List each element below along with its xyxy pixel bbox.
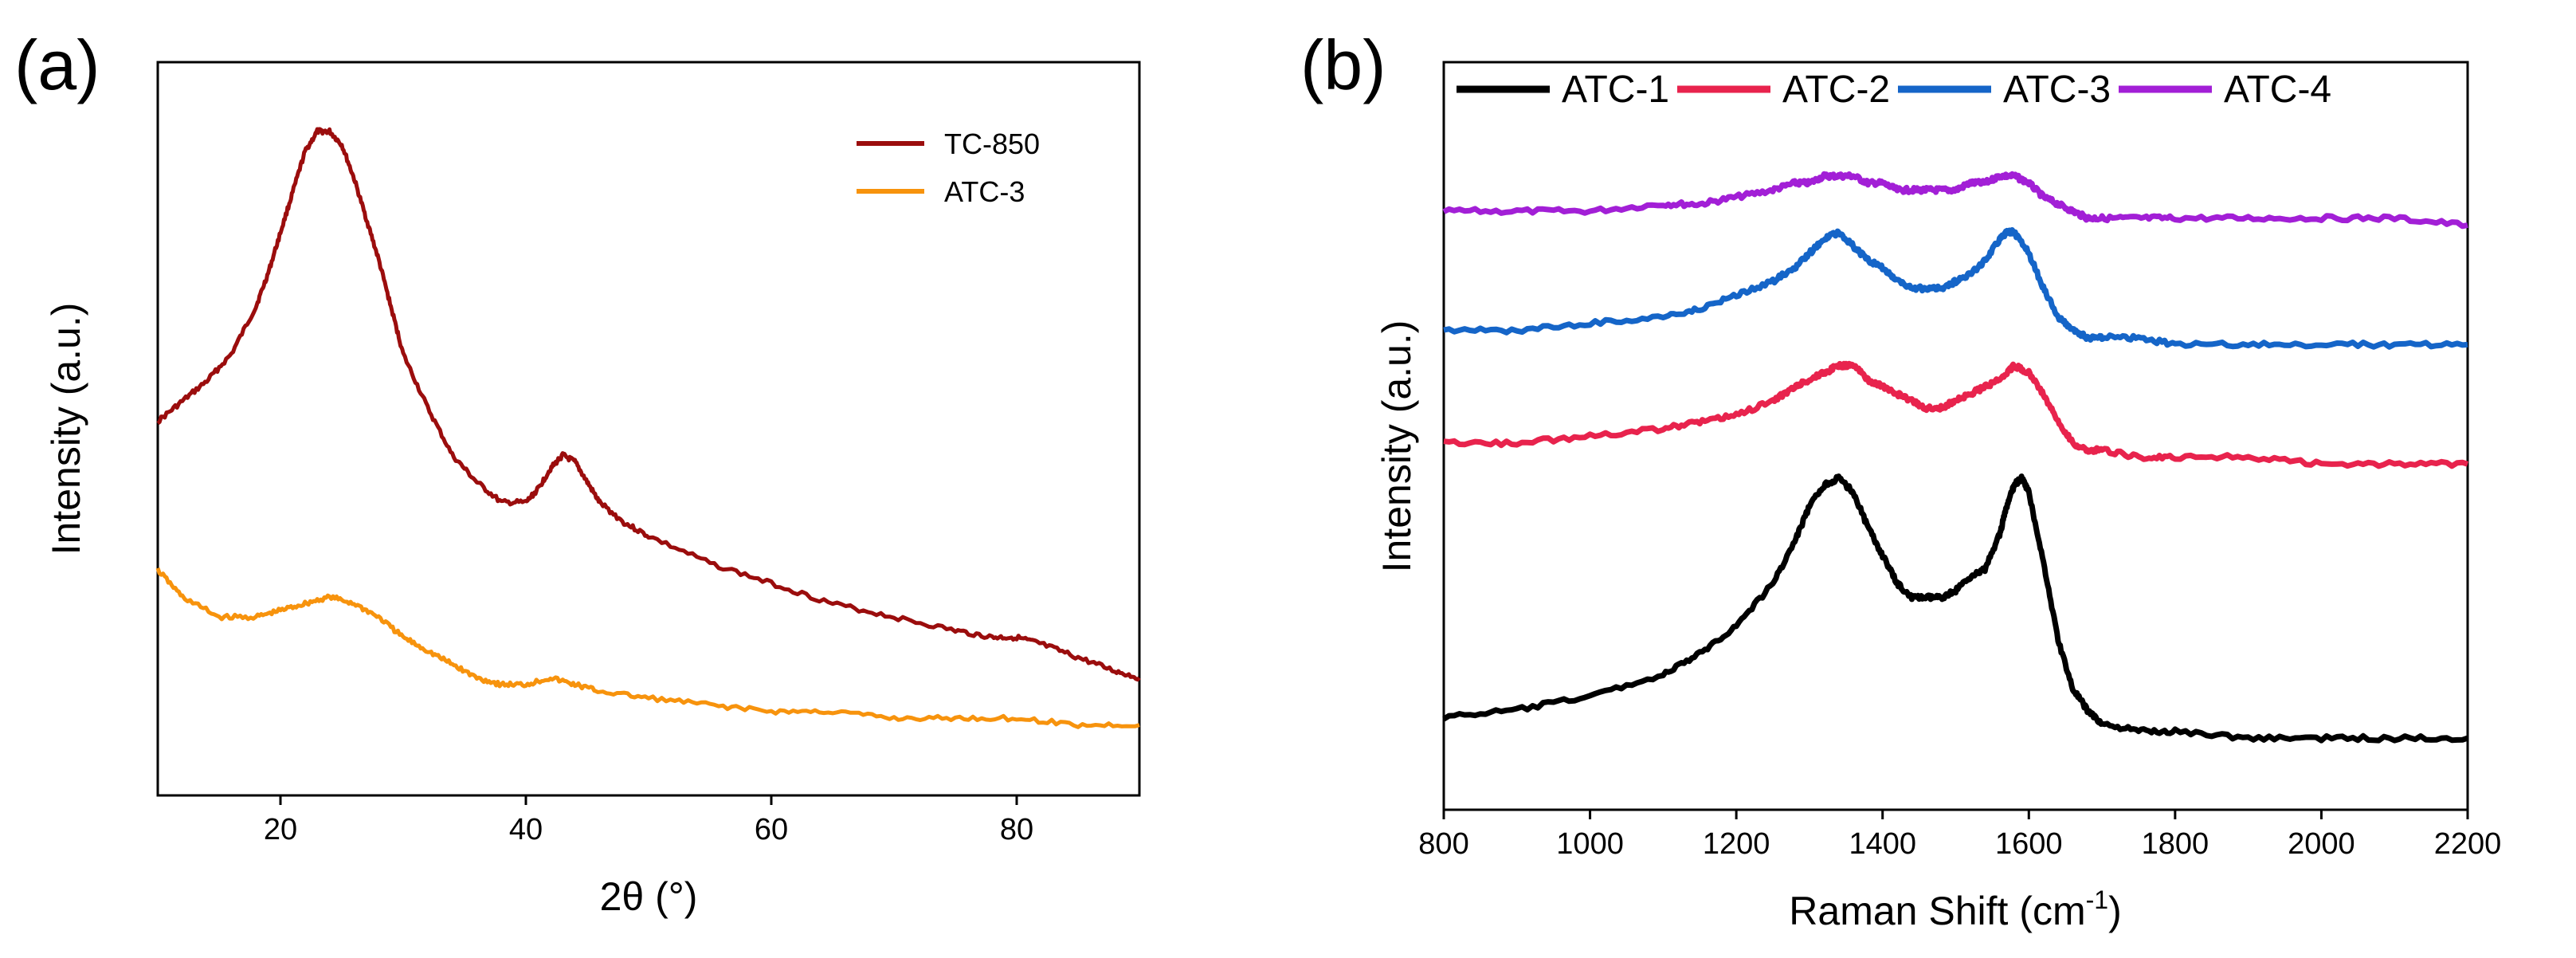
panel-a-legend: TC-850 ATC-3 [857,128,1040,208]
legend-label-atc-3: ATC-3 [944,175,1025,208]
x-tick-label: 1600 [1995,827,2063,861]
series-line-atc-3 [1443,227,2468,350]
panel-a-series [155,127,1141,729]
x-tick-label: 1400 [1849,827,1916,861]
legend-label-atc-1: ATC-1 [1562,69,1669,111]
legend-label-atc-3-b: ATC-3 [2003,69,2111,111]
panel-a-plot-frame [156,61,1141,797]
x-tick-label: 60 [755,813,788,846]
x-tick-label: 2000 [2288,827,2355,861]
legend-label-atc-4: ATC-4 [2224,69,2331,111]
panel-a-y-axis-title: Intensity (a.u.) [44,303,88,556]
x-tick-label: 80 [1000,813,1033,846]
panel-b-legend: ATC-1 ATC-2 ATC-3 ATC-4 [1457,69,2331,111]
panel-b-y-axis-title: Intensity (a.u.) [1374,320,1419,573]
x-tick-label: 1200 [1703,827,1770,861]
legend-label-tc-850: TC-850 [944,128,1040,160]
series-line-tc-850 [156,127,1141,682]
panel-b-x-ticks: 800 1000 1200 1400 1600 1800 2000 2200 [1418,810,2501,861]
panel-b-x-axis-title-superscript: -1 [2086,885,2108,914]
panel-b-label: (b) [1300,26,1386,104]
x-tick-label: 20 [264,813,297,846]
series-line-atc-1 [1442,473,2469,744]
panel-a: (a) 20 40 60 80 TC-850 ATC-3 2θ (°) Intensi… [14,26,1141,919]
panel-b-x-axis-title-main: Raman Shift (cm [1789,889,2085,933]
x-tick-label: 40 [509,813,543,846]
panel-b-x-axis-title: Raman Shift (cm-1) [1789,885,2121,933]
panel-b-plot-frame [1442,61,2469,811]
panel-a-x-axis-title: 2θ (°) [600,874,698,919]
panel-b: (b) 800 1000 1200 1400 1600 1800 2000 2200 ATC-… [1300,26,2501,933]
x-tick-label: 800 [1418,827,1468,861]
panel-a-x-ticks: 20 40 60 80 [264,795,1033,846]
series-line-atc-3 [155,567,1140,729]
series-line-atc-4 [1442,171,2468,230]
x-tick-label: 2200 [2434,827,2502,861]
panel-b-x-axis-title-suffix: ) [2108,889,2122,933]
panel-b-series [1442,171,2469,744]
panel-a-label: (a) [14,26,100,104]
x-tick-label: 1800 [2142,827,2209,861]
series-line-atc-2 [1443,360,2469,469]
x-tick-label: 1000 [1556,827,1624,861]
legend-label-atc-2: ATC-2 [1782,69,1890,111]
